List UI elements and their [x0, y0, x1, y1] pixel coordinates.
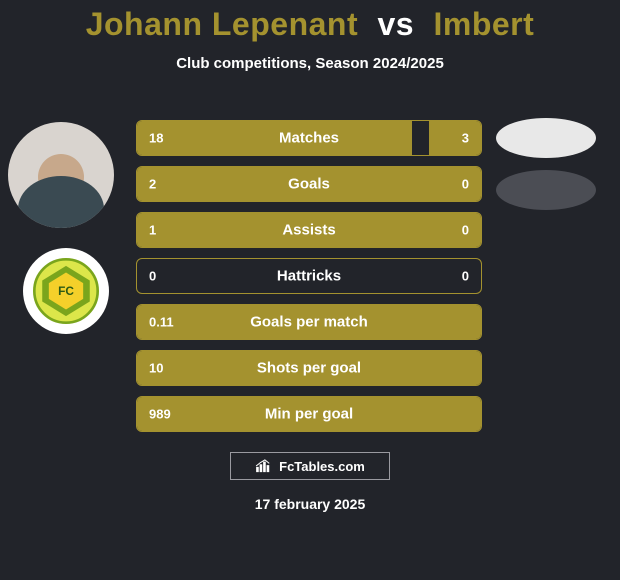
stat-row: 1 Assists 0 [136, 212, 482, 248]
stat-row: 10 Shots per goal [136, 350, 482, 386]
player2-avatar-placeholder [496, 118, 596, 158]
stat-value-left: 18 [149, 131, 163, 146]
brand-logo: FcTables.com [230, 452, 390, 480]
player2-name: Imbert [433, 6, 534, 42]
brand-text: FcTables.com [279, 459, 365, 474]
stat-value-left: 989 [149, 407, 171, 422]
stat-value-right: 0 [462, 269, 469, 284]
stat-value-left: 0 [149, 269, 156, 284]
stat-label: Matches [279, 130, 339, 147]
stat-value-right: 0 [462, 177, 469, 192]
player2-club-badge-placeholder [496, 170, 596, 210]
club-badge-icon: FC [33, 258, 99, 324]
subtitle: Club competitions, Season 2024/2025 [0, 55, 620, 72]
stat-value-left: 2 [149, 177, 156, 192]
left-identity-column: FC [8, 122, 114, 334]
stat-value-left: 1 [149, 223, 156, 238]
stat-row: 0.11 Goals per match [136, 304, 482, 340]
stat-row: 18 Matches 3 [136, 120, 482, 156]
vs-separator: vs [378, 6, 415, 42]
stat-label: Shots per goal [257, 360, 361, 377]
stat-value-left: 10 [149, 361, 163, 376]
right-identity-column [490, 118, 602, 210]
stat-label: Assists [282, 222, 335, 239]
footer-date: 17 february 2025 [255, 496, 366, 512]
bars-icon [255, 459, 273, 473]
player1-club-badge: FC [23, 248, 109, 334]
player1-avatar [8, 122, 114, 228]
stat-row: 0 Hattricks 0 [136, 258, 482, 294]
stat-label: Min per goal [265, 406, 353, 423]
stat-label: Goals per match [250, 314, 368, 331]
stat-label: Goals [288, 176, 330, 193]
svg-text:FC: FC [58, 284, 74, 298]
stat-fill-left [137, 121, 412, 155]
stat-row: 989 Min per goal [136, 396, 482, 432]
stat-value-right: 3 [462, 131, 469, 146]
comparison-title: Johann Lepenant vs Imbert [0, 0, 620, 43]
stat-label: Hattricks [277, 268, 341, 285]
stat-fill-right [429, 121, 481, 155]
stats-rows: 18 Matches 3 2 Goals 0 1 Assists 0 0 Hat… [136, 120, 482, 432]
stat-value-right: 0 [462, 223, 469, 238]
stat-value-left: 0.11 [149, 315, 174, 330]
stat-row: 2 Goals 0 [136, 166, 482, 202]
player1-name: Johann Lepenant [86, 6, 358, 42]
